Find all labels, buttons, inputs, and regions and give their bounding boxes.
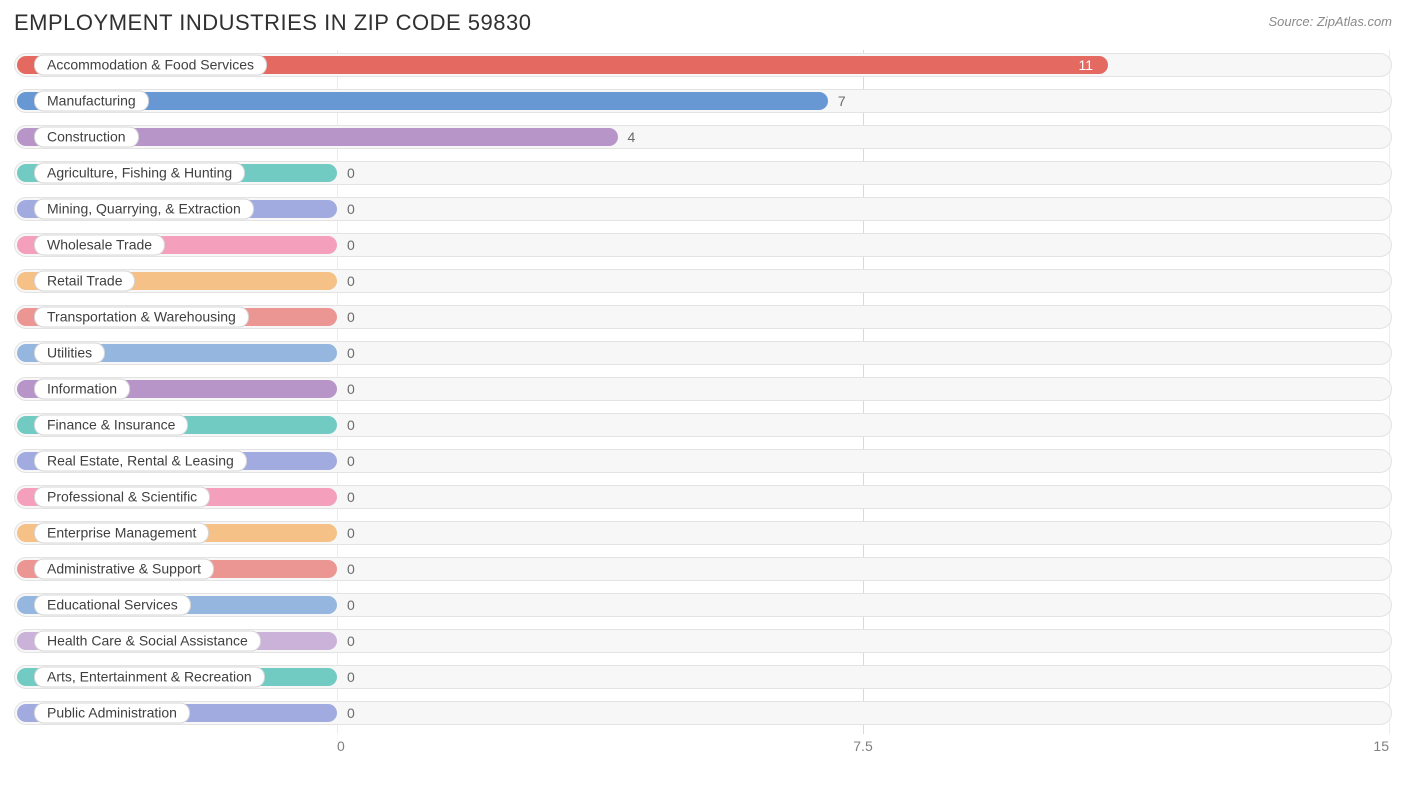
row-label: Mining, Quarrying, & Extraction (34, 199, 254, 220)
row-label: Utilities (34, 343, 105, 364)
row-value: 0 (347, 453, 355, 469)
row-value: 4 (628, 129, 636, 145)
chart-row: Arts, Entertainment & Recreation 0 (14, 662, 1392, 692)
row-label: Accommodation & Food Services (34, 55, 267, 76)
row-label: Professional & Scientific (34, 487, 210, 508)
row-label: Educational Services (34, 595, 191, 616)
chart-header: EMPLOYMENT INDUSTRIES IN ZIP CODE 59830 … (14, 10, 1392, 36)
row-label: Manufacturing (34, 91, 149, 112)
row-value: 0 (347, 165, 355, 181)
row-value: 0 (347, 525, 355, 541)
row-value: 0 (347, 705, 355, 721)
x-tick: 15 (1373, 738, 1389, 754)
chart-row: Manufacturing 7 (14, 86, 1392, 116)
chart-row: Health Care & Social Assistance 0 (14, 626, 1392, 656)
employment-industries-chart: EMPLOYMENT INDUSTRIES IN ZIP CODE 59830 … (0, 0, 1406, 788)
chart-row: Mining, Quarrying, & Extraction 0 (14, 194, 1392, 224)
chart-plot: Accommodation & Food Services 11 Manufactu… (14, 50, 1392, 758)
row-label: Arts, Entertainment & Recreation (34, 667, 265, 688)
x-tick: 0 (337, 738, 345, 754)
x-axis: 0 7.5 15 (14, 734, 1392, 758)
row-value: 0 (347, 597, 355, 613)
row-value: 7 (838, 93, 846, 109)
chart-row: Wholesale Trade 0 (14, 230, 1392, 260)
row-value: 0 (347, 237, 355, 253)
chart-row: Finance & Insurance 0 (14, 410, 1392, 440)
chart-row: Retail Trade 0 (14, 266, 1392, 296)
chart-source: Source: ZipAtlas.com (1268, 14, 1392, 29)
chart-row: Transportation & Warehousing 0 (14, 302, 1392, 332)
row-label: Construction (34, 127, 139, 148)
row-value: 0 (347, 633, 355, 649)
row-value: 0 (347, 201, 355, 217)
chart-row: Agriculture, Fishing & Hunting 0 (14, 158, 1392, 188)
row-value: 0 (347, 669, 355, 685)
chart-row: Administrative & Support 0 (14, 554, 1392, 584)
chart-row: Educational Services 0 (14, 590, 1392, 620)
chart-row: Professional & Scientific 0 (14, 482, 1392, 512)
row-label: Agriculture, Fishing & Hunting (34, 163, 245, 184)
row-value: 0 (347, 561, 355, 577)
row-value: 0 (347, 309, 355, 325)
row-value: 0 (347, 417, 355, 433)
row-label: Information (34, 379, 130, 400)
chart-row: Enterprise Management 0 (14, 518, 1392, 548)
chart-row: Accommodation & Food Services 11 (14, 50, 1392, 80)
row-label: Health Care & Social Assistance (34, 631, 261, 652)
chart-rows: Accommodation & Food Services 11 Manufactu… (14, 50, 1392, 728)
row-value: 0 (347, 273, 355, 289)
row-label: Finance & Insurance (34, 415, 188, 436)
row-label: Public Administration (34, 703, 190, 724)
row-value: 11 (1078, 57, 1093, 73)
chart-row: Utilities 0 (14, 338, 1392, 368)
row-label: Real Estate, Rental & Leasing (34, 451, 247, 472)
row-label: Transportation & Warehousing (34, 307, 249, 328)
chart-row: Construction 4 (14, 122, 1392, 152)
row-value: 0 (347, 381, 355, 397)
row-label: Enterprise Management (34, 523, 209, 544)
chart-row: Real Estate, Rental & Leasing 0 (14, 446, 1392, 476)
chart-title: EMPLOYMENT INDUSTRIES IN ZIP CODE 59830 (14, 10, 532, 36)
row-value: 0 (347, 489, 355, 505)
row-value: 0 (347, 345, 355, 361)
row-label: Administrative & Support (34, 559, 214, 580)
chart-row: Information 0 (14, 374, 1392, 404)
x-tick: 7.5 (853, 738, 872, 754)
row-label: Retail Trade (34, 271, 135, 292)
row-label: Wholesale Trade (34, 235, 165, 256)
chart-row: Public Administration 0 (14, 698, 1392, 728)
